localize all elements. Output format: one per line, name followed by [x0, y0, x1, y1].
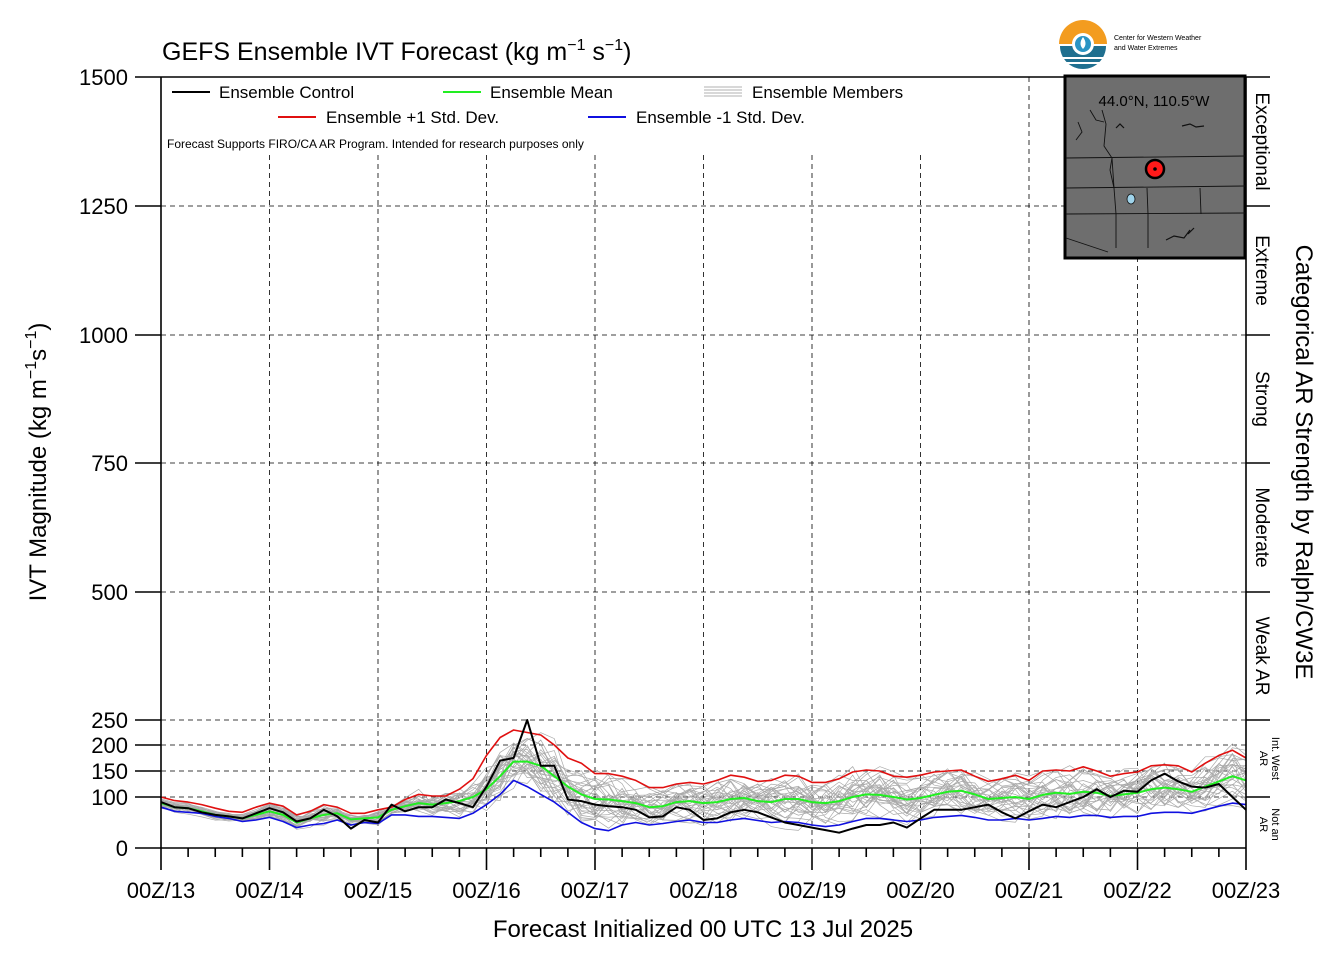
- chart-title-mid: s: [585, 38, 604, 66]
- y-tick-label: 250: [91, 708, 128, 733]
- cw3e-logo: Center for Western Weather and Water Ext…: [1058, 20, 1202, 70]
- ensemble-member-line: [160, 751, 1247, 827]
- category-label-strong: Strong: [1251, 371, 1272, 427]
- location-inset-map: 44.0°N, 110.5°W: [1063, 74, 1247, 260]
- series-line-ensemble-mean: [160, 760, 1247, 824]
- x-tick-label: 00Z/13: [127, 878, 196, 903]
- y-tick-label: 200: [91, 733, 128, 758]
- y-tick-label: 1000: [79, 323, 128, 348]
- legend: Ensemble Control Ensemble Mean Ensemble …: [167, 83, 903, 151]
- y-tick-label: 1250: [79, 194, 128, 219]
- category-labels: Not anAR Int. WestAR Weak AR Moderate Strong…: [1251, 92, 1281, 840]
- y-tick-label: 0: [116, 836, 128, 861]
- x-tick-label: 00Z/20: [886, 878, 955, 903]
- y-axis-label-main: IVT Magnitude (kg m: [25, 379, 52, 601]
- x-tick-label: 00Z/15: [344, 878, 413, 903]
- y-axis-label-exp1: −1: [23, 361, 40, 379]
- y-axis-label-mid: s: [25, 349, 52, 361]
- legend-label-mean: Ensemble Mean: [490, 83, 613, 102]
- legend-label-minus-std: Ensemble -1 Std. Dev.: [636, 108, 805, 127]
- ensemble-member-line: [160, 752, 1247, 825]
- x-tick-label: 00Z/17: [561, 878, 630, 903]
- lake-icon: [1126, 193, 1136, 205]
- x-tick-label: 00Z/19: [778, 878, 847, 903]
- series-line-ensemble-1-std-dev: [160, 729, 1247, 816]
- x-tick-label: 00Z/21: [995, 878, 1064, 903]
- category-label-moderate: Moderate: [1251, 487, 1272, 567]
- y-axis-label-exp2: −1: [23, 330, 40, 348]
- chart-title-main: GEFS Ensemble IVT Forecast (kg m: [162, 38, 567, 66]
- series-line-ensemble-control: [160, 719, 1247, 834]
- y-tick-label: 1500: [79, 65, 128, 90]
- x-axis-label: Forecast Initialized 00 UTC 13 Jul 2025: [493, 916, 913, 943]
- logo-text-line-1: Center for Western Weather: [1114, 35, 1202, 42]
- right-axis-label: Categorical AR Strength by Ralph/CW3E: [1290, 245, 1317, 680]
- category-label-exceptional: Exceptional: [1251, 92, 1272, 190]
- chart-title-end: ): [623, 38, 631, 66]
- disclaimer: Forecast Supports FIRO/CA AR Program. In…: [167, 137, 584, 151]
- y-tick-label: 500: [91, 580, 128, 605]
- legend-label-control: Ensemble Control: [219, 83, 354, 102]
- logo-drop-icon: [1080, 37, 1086, 49]
- legend-label-members: Ensemble Members: [752, 83, 903, 102]
- legend-swatch-members: [704, 86, 742, 97]
- y-axis-label: IVT Magnitude (kg m−1s−1): [23, 323, 52, 602]
- ensemble-members: [160, 732, 1247, 831]
- y-tick-label: 100: [91, 785, 128, 810]
- location-label: 44.0°N, 110.5°W: [1099, 93, 1211, 110]
- grid-lines: [161, 77, 1246, 848]
- x-tick-label: 00Z/16: [452, 878, 521, 903]
- logo-text-line-2: and Water Extremes: [1114, 45, 1178, 52]
- ensemble-member-line: [160, 762, 1247, 826]
- x-tick-label: 00Z/22: [1103, 878, 1172, 903]
- x-tick-label: 00Z/18: [669, 878, 738, 903]
- x-tick-label: 00Z/14: [235, 878, 304, 903]
- x-tick-label: 00Z/23: [1212, 878, 1281, 903]
- category-label-weak-ar: Weak AR: [1251, 617, 1272, 696]
- category-label-int-west-ar: Int. WestAR: [1257, 737, 1281, 780]
- chart-title-exp1: −1: [567, 37, 585, 54]
- category-label-not-an-ar: Not anAR: [1257, 808, 1281, 840]
- chart-title-exp2: −1: [605, 37, 623, 54]
- y-tick-label: 150: [91, 759, 128, 784]
- category-label-extreme: Extreme: [1251, 235, 1272, 306]
- legend-label-plus-std: Ensemble +1 Std. Dev.: [326, 108, 499, 127]
- chart-title: GEFS Ensemble IVT Forecast (kg m−1 s−1): [162, 37, 632, 66]
- series-lines: [160, 719, 1247, 834]
- y-axis-label-end: ): [25, 323, 52, 331]
- y-tick-label: 750: [91, 451, 128, 476]
